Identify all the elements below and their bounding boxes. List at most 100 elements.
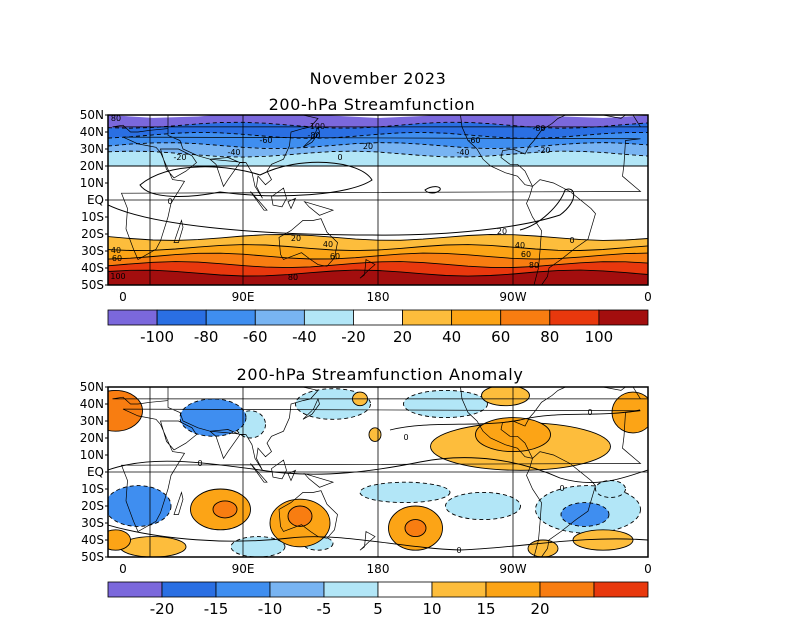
contour-label: -20 — [173, 153, 186, 162]
lon-tick-label: 180 — [367, 562, 390, 576]
lat-tick-label: 50N — [80, 108, 104, 122]
colorbar-tick-label: -20 — [341, 328, 366, 346]
contour-label: -60 — [259, 136, 272, 145]
colorbar-tick-label: 80 — [540, 328, 559, 346]
contour-label: 0 — [403, 433, 408, 442]
anomaly-contour — [108, 389, 143, 432]
contour-label: 60 — [521, 250, 531, 259]
colorbar-tick-label: 5 — [373, 600, 383, 618]
contour-line — [108, 457, 648, 483]
figure-title: November 2023 — [310, 69, 447, 88]
lat-tick-label: EQ — [87, 193, 104, 207]
contour-label: 80 — [288, 273, 298, 282]
contour-label: 100 — [110, 272, 125, 281]
anomaly-contour — [560, 502, 610, 527]
colorbar-tick-label: 40 — [442, 328, 461, 346]
contour-line — [108, 142, 648, 150]
lat-tick-label: 40N — [80, 125, 104, 139]
lat-tick-label: 40S — [81, 261, 104, 275]
anomaly-contour — [611, 391, 648, 434]
colorbar-tick-label: -10 — [258, 600, 283, 618]
lat-tick-label: 50S — [81, 278, 104, 292]
colorbar-swatch — [451, 309, 502, 326]
lat-tick-label: 20S — [81, 499, 104, 513]
lon-tick-label: 180 — [367, 290, 390, 304]
lat-tick-label: 10N — [80, 448, 104, 462]
colorbar-swatch — [269, 581, 325, 598]
contour-label: 60 — [330, 252, 340, 261]
colorbar-swatch — [549, 309, 600, 326]
colorbar-tick-label: -15 — [204, 600, 229, 618]
lon-tick-label: 0 — [644, 290, 652, 304]
lat-tick-label: 10N — [80, 176, 104, 190]
lon-tick-label: 90E — [232, 290, 255, 304]
contour-line — [108, 150, 648, 158]
lat-tick-label: 40S — [81, 533, 104, 547]
contour-label: 0 — [569, 236, 574, 245]
lat-tick-label: 20N — [80, 431, 104, 445]
lon-tick-label: 0 — [119, 290, 127, 304]
colorbar-swatch — [485, 581, 541, 598]
lat-tick-label: 40N — [80, 397, 104, 411]
lon-tick-label: 0 — [644, 562, 652, 576]
lat-tick-label: 20S — [81, 227, 104, 241]
anomaly-contour — [404, 519, 427, 538]
contour-label: 20 — [497, 227, 507, 236]
contour-line — [108, 131, 648, 139]
colorbar-tick-label: -40 — [292, 328, 317, 346]
panel2-colorbar: -20 -15 -10 -5 5 10 15 20 — [107, 581, 649, 618]
map-content: 0 0 0 0 0 — [108, 387, 648, 557]
colorbar-tick-label: 20 — [530, 600, 549, 618]
contour-label: 80 — [529, 261, 539, 270]
lon-tick-label: 90W — [499, 290, 526, 304]
colorbar-swatch — [156, 309, 207, 326]
anomaly-contour — [445, 491, 521, 521]
contour-line — [139, 161, 373, 197]
colorbar-swatch — [215, 581, 271, 598]
lat-tick-label: EQ — [87, 465, 104, 479]
contour-label: 40 — [111, 246, 121, 255]
contour-label: 0 — [337, 153, 342, 162]
colorbar-swatch — [500, 309, 551, 326]
contour-label: 20 — [291, 234, 301, 243]
panel1-title: 200-hPa Streamfunction — [269, 95, 476, 114]
colorbar-swatch — [161, 581, 217, 598]
contour-label: -100 — [307, 122, 325, 131]
contour-label: 0 — [456, 546, 461, 555]
lat-tick-label: 20N — [80, 159, 104, 173]
contour-label: -60 — [467, 136, 480, 145]
lat-tick-label: 50S — [81, 550, 104, 564]
lon-tick-label: 0 — [119, 562, 127, 576]
colorbar-swatch — [402, 309, 453, 326]
contour-line — [108, 188, 575, 236]
contour-label: 40 — [515, 241, 525, 250]
lat-tick-label: 30S — [81, 244, 104, 258]
colorbar-tick-label: -5 — [317, 600, 332, 618]
colorbar-tick-label: 10 — [422, 600, 441, 618]
colorbar-tick-label: -60 — [243, 328, 268, 346]
contour-label: 0 — [167, 197, 172, 206]
colorbar-tick-label: 20 — [393, 328, 412, 346]
contour-label: -80 — [307, 131, 320, 140]
coastline — [112, 387, 648, 557]
contour-label: 80 — [111, 114, 121, 123]
contour-label: 0 — [587, 408, 592, 417]
anomaly-contour — [287, 505, 313, 527]
contour-label: 40 — [323, 240, 333, 249]
lat-tick-label: 10S — [81, 210, 104, 224]
anomaly-contour — [108, 485, 172, 527]
lat-tick-label: 30N — [80, 142, 104, 156]
contour-label: -40 — [227, 148, 240, 157]
panel2-map: 0 0 0 0 0 50N 40N 30N 20N 10N EQ 10S 20S 30S 40S 50S 0 90… — [80, 380, 652, 576]
contour-line — [389, 409, 641, 431]
colorbar-tick-label: -20 — [150, 600, 175, 618]
lat-tick-label: 50N — [80, 380, 104, 394]
lon-tick-label: 90W — [499, 562, 526, 576]
contour-label: -20 — [537, 146, 550, 155]
anomaly-contour — [595, 480, 626, 498]
colorbar-swatch — [539, 581, 595, 598]
contour-line — [108, 524, 648, 551]
lon-tick-label: 90E — [232, 562, 255, 576]
colorbar-swatch — [107, 581, 163, 598]
